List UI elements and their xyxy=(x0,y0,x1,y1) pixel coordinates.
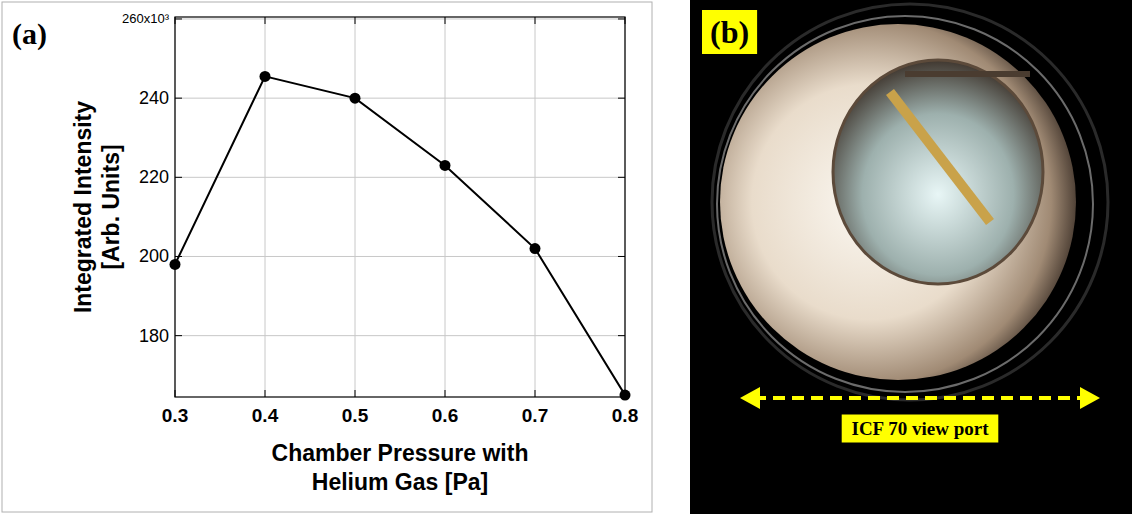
x-tick xyxy=(535,390,536,397)
grid-line-x xyxy=(355,17,356,397)
y-tick xyxy=(175,18,182,19)
caption-box xyxy=(841,414,999,443)
data-point xyxy=(440,160,451,171)
x-tick xyxy=(175,390,176,397)
series-group xyxy=(175,76,625,395)
panel-label: (a) xyxy=(12,17,47,51)
data-point xyxy=(170,259,181,270)
grid-line-x xyxy=(445,17,446,397)
data-point xyxy=(530,243,541,254)
panel-a-border xyxy=(2,2,652,512)
y-tick-right xyxy=(618,177,625,178)
label-line: Helium Gas [Pa] xyxy=(312,469,488,495)
x-tick-top xyxy=(175,17,176,24)
arrow-shaft xyxy=(754,396,1086,400)
x-tick-label: 0.5 xyxy=(342,405,369,426)
y-axis-title: Integrated Intensity[Arb. Units] xyxy=(70,101,124,313)
x-tick xyxy=(265,390,266,397)
x-axis-title: Chamber Pressure with Helium Gas [Pa] xyxy=(272,440,529,495)
x-tick-top xyxy=(535,17,536,24)
x-tick xyxy=(445,390,446,397)
x-tick-top xyxy=(355,17,356,24)
grid-line-x xyxy=(535,17,536,397)
x-tick-label: 0.3 xyxy=(162,405,188,426)
y-tick-label: 260x10³ xyxy=(122,11,170,26)
grid-line-y xyxy=(175,335,625,336)
grid-line-y xyxy=(175,177,625,178)
y-tick xyxy=(175,335,182,336)
x-tick-label: 0.4 xyxy=(252,405,279,426)
plot-frame xyxy=(175,17,625,397)
panel-label: (b) xyxy=(710,14,749,50)
x-tick-top xyxy=(445,17,446,24)
port-rim xyxy=(712,4,1108,400)
marker-group xyxy=(170,71,631,401)
y-tick xyxy=(175,98,182,99)
port-rim-inner xyxy=(717,16,1093,392)
y-tick xyxy=(175,177,182,178)
figure: 0.3 0.4 0.5 0.6 0.7 0.8 180 200 220 240 260x10³ Cha… xyxy=(0,0,1134,516)
x-tick-label: 0.6 xyxy=(432,405,458,426)
x-tick xyxy=(355,390,356,397)
label-box xyxy=(702,10,757,54)
y-tick-right xyxy=(618,98,625,99)
data-point xyxy=(260,71,271,82)
photo-background xyxy=(690,0,1132,514)
y-tick-label: 180 xyxy=(139,326,169,346)
y-tick-right xyxy=(618,335,625,336)
label-line: Chamber Pressure with xyxy=(272,440,529,466)
grid-line-y xyxy=(175,18,625,19)
y-tick-label: 240 xyxy=(139,88,169,108)
data-line xyxy=(175,76,625,395)
data-point xyxy=(350,93,361,104)
grid-line-y xyxy=(175,98,625,99)
y-tick-label: 200 xyxy=(139,246,169,266)
y-tick-right xyxy=(618,256,625,257)
caption: ICF 70 view port xyxy=(851,418,989,439)
electrode xyxy=(890,92,990,222)
x-tick-top xyxy=(265,17,266,24)
plasma-glow xyxy=(720,24,1076,380)
grid-line-y xyxy=(175,256,625,257)
label-line: Integrated Intensity xyxy=(70,101,96,313)
x-tick-label: 0.8 xyxy=(612,405,638,426)
chamber-edge xyxy=(905,71,1030,77)
data-point xyxy=(620,390,631,401)
arrow-head xyxy=(1080,387,1100,409)
x-tick-label: 0.7 xyxy=(522,405,548,426)
x-tick-top xyxy=(625,17,626,24)
y-tick-right xyxy=(618,18,625,19)
y-tick-label: 220 xyxy=(139,167,169,187)
inner-chamber xyxy=(833,60,1043,284)
label-line: [Arb. Units] xyxy=(98,144,124,269)
arrow-head xyxy=(740,387,760,409)
